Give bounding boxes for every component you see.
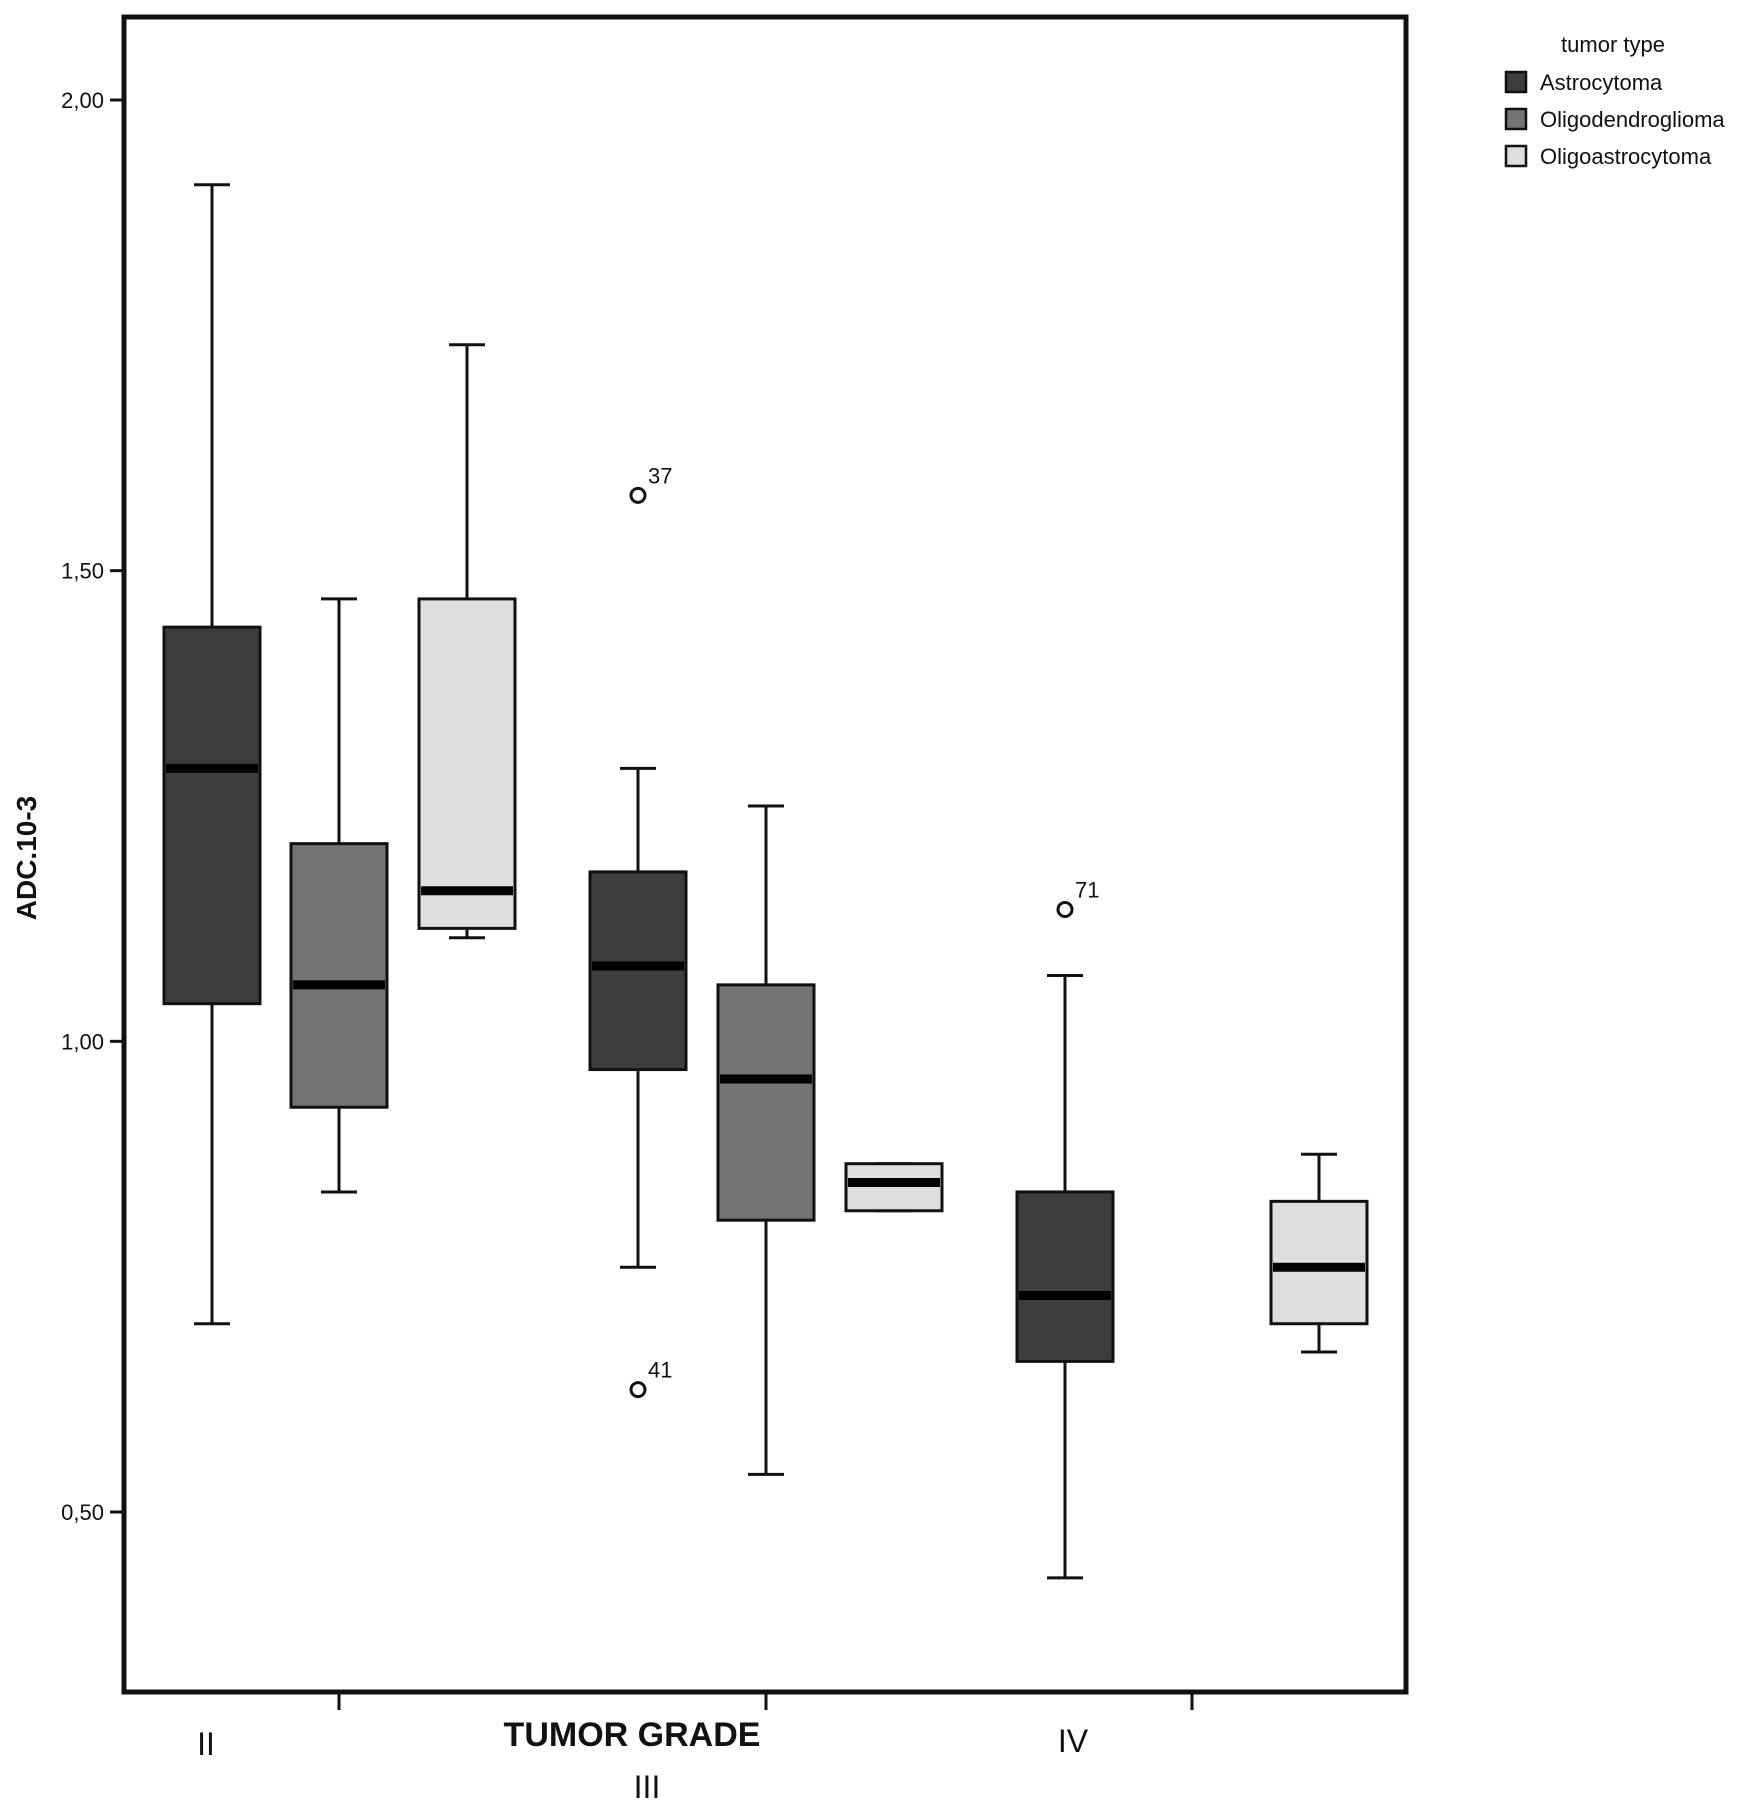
iqr-box — [1015, 1190, 1115, 1363]
x-category-label: III — [634, 1769, 661, 1800]
box-astrocytoma-iv — [1015, 973, 1115, 1580]
y-tick-label: 2,00 — [61, 88, 104, 113]
box-oligoastrocytoma-iii — [844, 1162, 944, 1213]
iqr-box — [1269, 1199, 1369, 1326]
legend-swatch — [1504, 107, 1528, 131]
x-category-label: IV — [1058, 1723, 1089, 1759]
legend-item: Astrocytoma — [1504, 70, 1663, 95]
y-tick-label: 1,00 — [61, 1029, 104, 1054]
legend-item: Oligoastrocytoma — [1504, 144, 1712, 169]
iqr-box — [844, 1162, 944, 1213]
outlier-point — [1056, 901, 1074, 919]
x-category-label: II — [197, 1726, 215, 1762]
box-oligodendroglioma-ii — [289, 597, 389, 1194]
box-oligodendroglioma-iii — [716, 804, 816, 1476]
legend-title: tumor type — [1561, 32, 1665, 57]
y-tick-label: 0,50 — [61, 1500, 104, 1525]
iqr-box — [716, 983, 816, 1222]
outlier-label: 37 — [648, 463, 672, 488]
outlier-point — [629, 486, 647, 504]
legend-swatch — [1504, 144, 1528, 168]
outlier-point — [629, 1381, 647, 1399]
iqr-box — [289, 842, 389, 1109]
y-axis-label: ADC.10-3 — [11, 796, 42, 920]
box-oligoastrocytoma-ii — [417, 343, 517, 940]
legend-label: Oligoastrocytoma — [1540, 144, 1712, 169]
legend-label: Astrocytoma — [1540, 70, 1663, 95]
legend-item: Oligodendroglioma — [1504, 107, 1725, 132]
box-oligoastrocytoma-iv — [1269, 1152, 1369, 1354]
iqr-box — [588, 870, 688, 1072]
box-astrocytoma-ii — [162, 183, 262, 1326]
box-astrocytoma-iii — [588, 766, 688, 1269]
iqr-box — [417, 597, 517, 930]
outlier-label: 41 — [648, 1358, 672, 1383]
y-tick-label: 1,50 — [61, 559, 104, 584]
outlier-label: 71 — [1075, 878, 1099, 903]
legend-label: Oligodendroglioma — [1540, 107, 1725, 132]
legend-swatch — [1504, 70, 1528, 94]
x-axis-label: TUMOR GRADE — [504, 1716, 761, 1754]
iqr-box — [162, 625, 262, 1006]
